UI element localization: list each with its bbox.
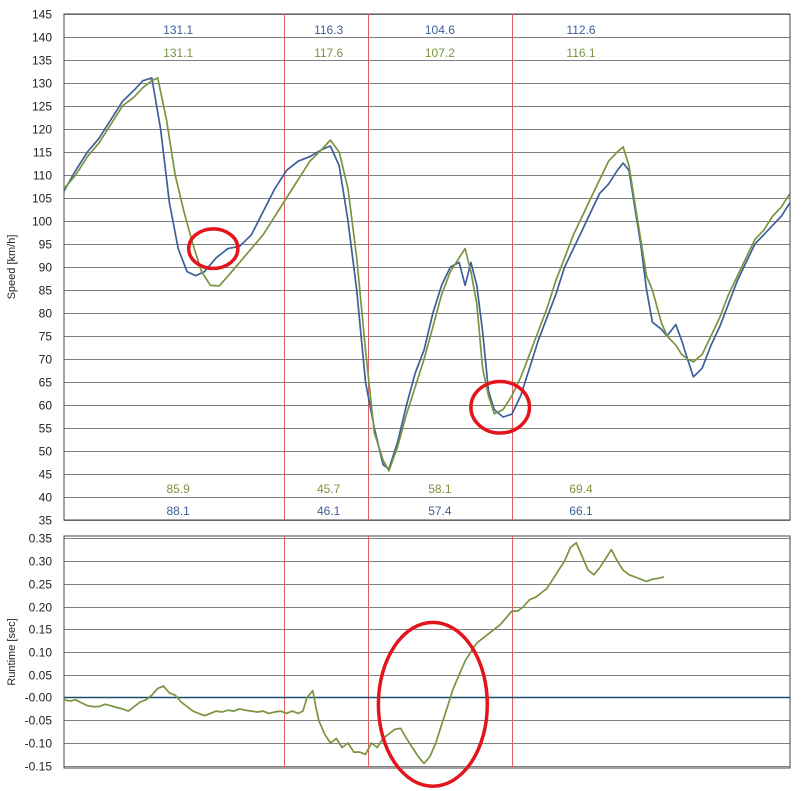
- speed-y-tick-label: 105: [32, 192, 52, 206]
- speed-y-tick-label: 55: [39, 422, 53, 436]
- segment-max-green-label: 116.1: [566, 46, 595, 60]
- runtime-plot-area: [63, 535, 791, 769]
- speed-y-tick-label: 75: [39, 330, 53, 344]
- speed-highlight-ellipse: [186, 227, 240, 271]
- speed-y-tick-label: 130: [32, 77, 52, 91]
- segment-max-blue-label: 116.3: [314, 23, 343, 37]
- runtime-y-tick-label: 0.05: [29, 669, 53, 683]
- speed-y-tick-label: 140: [32, 31, 52, 45]
- speed-y-tick-label: 60: [39, 399, 53, 413]
- speed-y-tick-label: 65: [39, 376, 53, 390]
- speed-axis-title: Speed [km/h]: [6, 235, 18, 300]
- speed-y-tick-label: 50: [39, 445, 53, 459]
- runtime-y-tick-label: -0.05: [25, 714, 53, 728]
- speed-y-tick-label: 100: [32, 215, 52, 229]
- runtime-panel: 0.35 0.30 0.25 0.20 0.15 0.10 0.05 -0.00 -0.05 -0…: [25, 532, 791, 788]
- runtime-y-tick-label: 0.30: [29, 555, 53, 569]
- segment-min-blue-label: 46.1: [317, 504, 341, 518]
- speed-y-tick-label: 125: [32, 100, 52, 114]
- speed-y-tick-label: 40: [39, 491, 53, 505]
- runtime-y-tick-label: -0.15: [25, 760, 53, 774]
- runtime-y-tick-label: -0.10: [25, 737, 53, 751]
- speed-y-tick-label: 135: [32, 54, 52, 68]
- segment-min-blue-label: 88.1: [166, 504, 190, 518]
- runtime-y-tick-label: 0.25: [29, 578, 53, 592]
- runtime-y-tick-label: 0.15: [29, 623, 53, 637]
- segment-min-blue-label: 66.1: [569, 504, 593, 518]
- speed-y-tick-label: 90: [39, 261, 53, 275]
- runtime-highlight-ellipse: [376, 620, 490, 788]
- segment-max-green-label: 107.2: [425, 46, 455, 60]
- segment-max-green-label: 117.6: [314, 46, 343, 60]
- runtime-y-tick-label: 0.10: [29, 646, 53, 660]
- segment-min-green-label: 45.7: [317, 482, 341, 496]
- speed-series-green: [64, 77, 790, 472]
- segment-max-green-label: 131.1: [163, 46, 193, 60]
- speed-y-tick-label: 70: [39, 353, 53, 367]
- runtime-axis-title: Runtime [sec]: [6, 618, 18, 685]
- runtime-series-green: [64, 541, 665, 765]
- segment-min-blue-label: 57.4: [428, 504, 452, 518]
- runtime-y-tick-label: 0.20: [29, 601, 53, 615]
- segment-max-blue-label: 131.1: [163, 23, 193, 37]
- speed-y-tick-label: 85: [39, 284, 53, 298]
- speed-y-tick-label: 110: [33, 169, 52, 183]
- segment-min-green-label: 85.9: [166, 482, 190, 496]
- segment-min-green-label: 69.4: [569, 482, 593, 496]
- runtime-y-tick-label: 0.35: [29, 532, 53, 546]
- segment-max-blue-label: 112.6: [566, 23, 595, 37]
- speed-y-tick-label: 35: [39, 514, 53, 528]
- speed-plot-area: [63, 13, 791, 521]
- speed-y-tick-label: 45: [39, 468, 53, 482]
- segment-min-green-label: 58.1: [428, 482, 452, 496]
- speed-highlight-ellipse: [469, 379, 532, 435]
- speed-y-tick-label: 115: [33, 146, 52, 160]
- speed-y-tick-label: 80: [39, 307, 53, 321]
- runtime-y-tick-label: -0.00: [25, 691, 53, 705]
- speed-panel: 145 140 135 130 125 120 115 110 105 100 95 90 85 80 75…: [32, 8, 791, 528]
- speed-y-tick-label: 120: [32, 123, 52, 137]
- segment-max-blue-label: 104.6: [425, 23, 455, 37]
- speed-y-tick-label: 95: [39, 238, 53, 252]
- speed-y-tick-label: 145: [32, 8, 52, 22]
